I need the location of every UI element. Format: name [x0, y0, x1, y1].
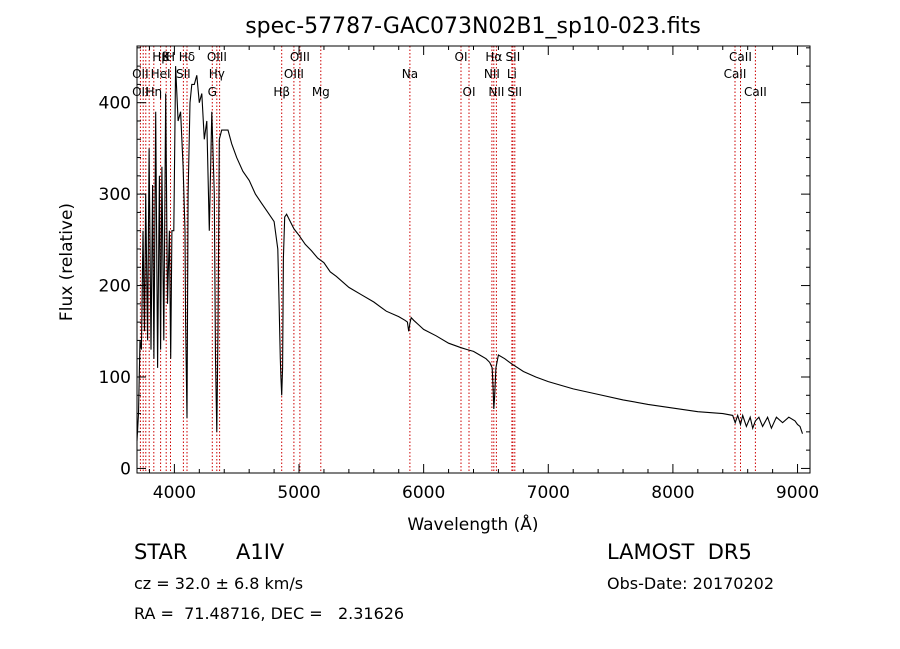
line-markers [139, 46, 756, 473]
line-label: Na [402, 67, 418, 81]
line-label: Hδ [179, 50, 195, 64]
line-label: OII [132, 85, 149, 99]
redshift-cz: cz = 32.0 ± 6.8 km/s [134, 574, 304, 593]
y-tick-label: 100 [99, 368, 131, 388]
x-tick-label: 4000 [153, 483, 196, 503]
line-label: Hβ [152, 50, 169, 64]
y-tick-label: 400 [99, 94, 131, 114]
object-type: STAR [134, 540, 188, 564]
coordinates: RA = 71.48716, DEC = 2.31626 [134, 604, 405, 623]
x-tick-label: 6000 [402, 483, 445, 503]
line-label: H [166, 50, 175, 64]
line-label: OI [455, 50, 468, 64]
line-label: CaII [744, 85, 767, 99]
line-label: OIII [284, 67, 304, 81]
line-label: CaII [724, 67, 747, 81]
plot-frame [136, 45, 811, 474]
survey-name: LAMOST DR5 [607, 540, 752, 564]
line-label: NII [488, 85, 504, 99]
x-axis: 4000 5000 6000 7000 8000 9000 [148, 46, 819, 503]
observation-date: Obs-Date: 20170202 [607, 574, 775, 593]
line-label: SII [506, 50, 521, 64]
line-label: Hα [485, 50, 502, 64]
x-tick-label: 7000 [527, 483, 570, 503]
y-tick-label: 200 [99, 277, 131, 297]
line-label: SII [507, 85, 522, 99]
x-tick-label: 9000 [776, 483, 819, 503]
line-label: OI [463, 85, 476, 99]
line-label: Li [507, 67, 517, 81]
spectral-subclass: A1IV [236, 540, 285, 564]
y-axis: 0 100 200 300 400 [99, 47, 810, 479]
line-label: NII [484, 67, 500, 81]
line-label: CaII [729, 50, 752, 64]
y-tick-label: 300 [99, 185, 131, 205]
line-label: Hγ [209, 67, 225, 81]
line-label: G [208, 85, 217, 99]
line-label: HeI [151, 67, 171, 81]
y-tick-label: 0 [120, 459, 131, 479]
line-label: SII [176, 67, 191, 81]
line-label: OIII [290, 50, 310, 64]
chart-title: spec-57787-GAC073N02B1_sp10-023.fits [245, 14, 701, 39]
line-label: OIII [207, 50, 227, 64]
line-label: Mg [312, 85, 330, 99]
line-label: Hη [146, 85, 163, 99]
y-axis-label: Flux (relative) [57, 203, 77, 321]
x-axis-label: Wavelength (Å) [407, 513, 538, 535]
line-label: K [162, 50, 171, 64]
x-tick-label: 5000 [277, 483, 320, 503]
x-tick-label: 8000 [651, 483, 694, 503]
spectrum-line [136, 66, 804, 442]
line-label: Hβ [273, 85, 290, 99]
line-label: OII [132, 67, 149, 81]
